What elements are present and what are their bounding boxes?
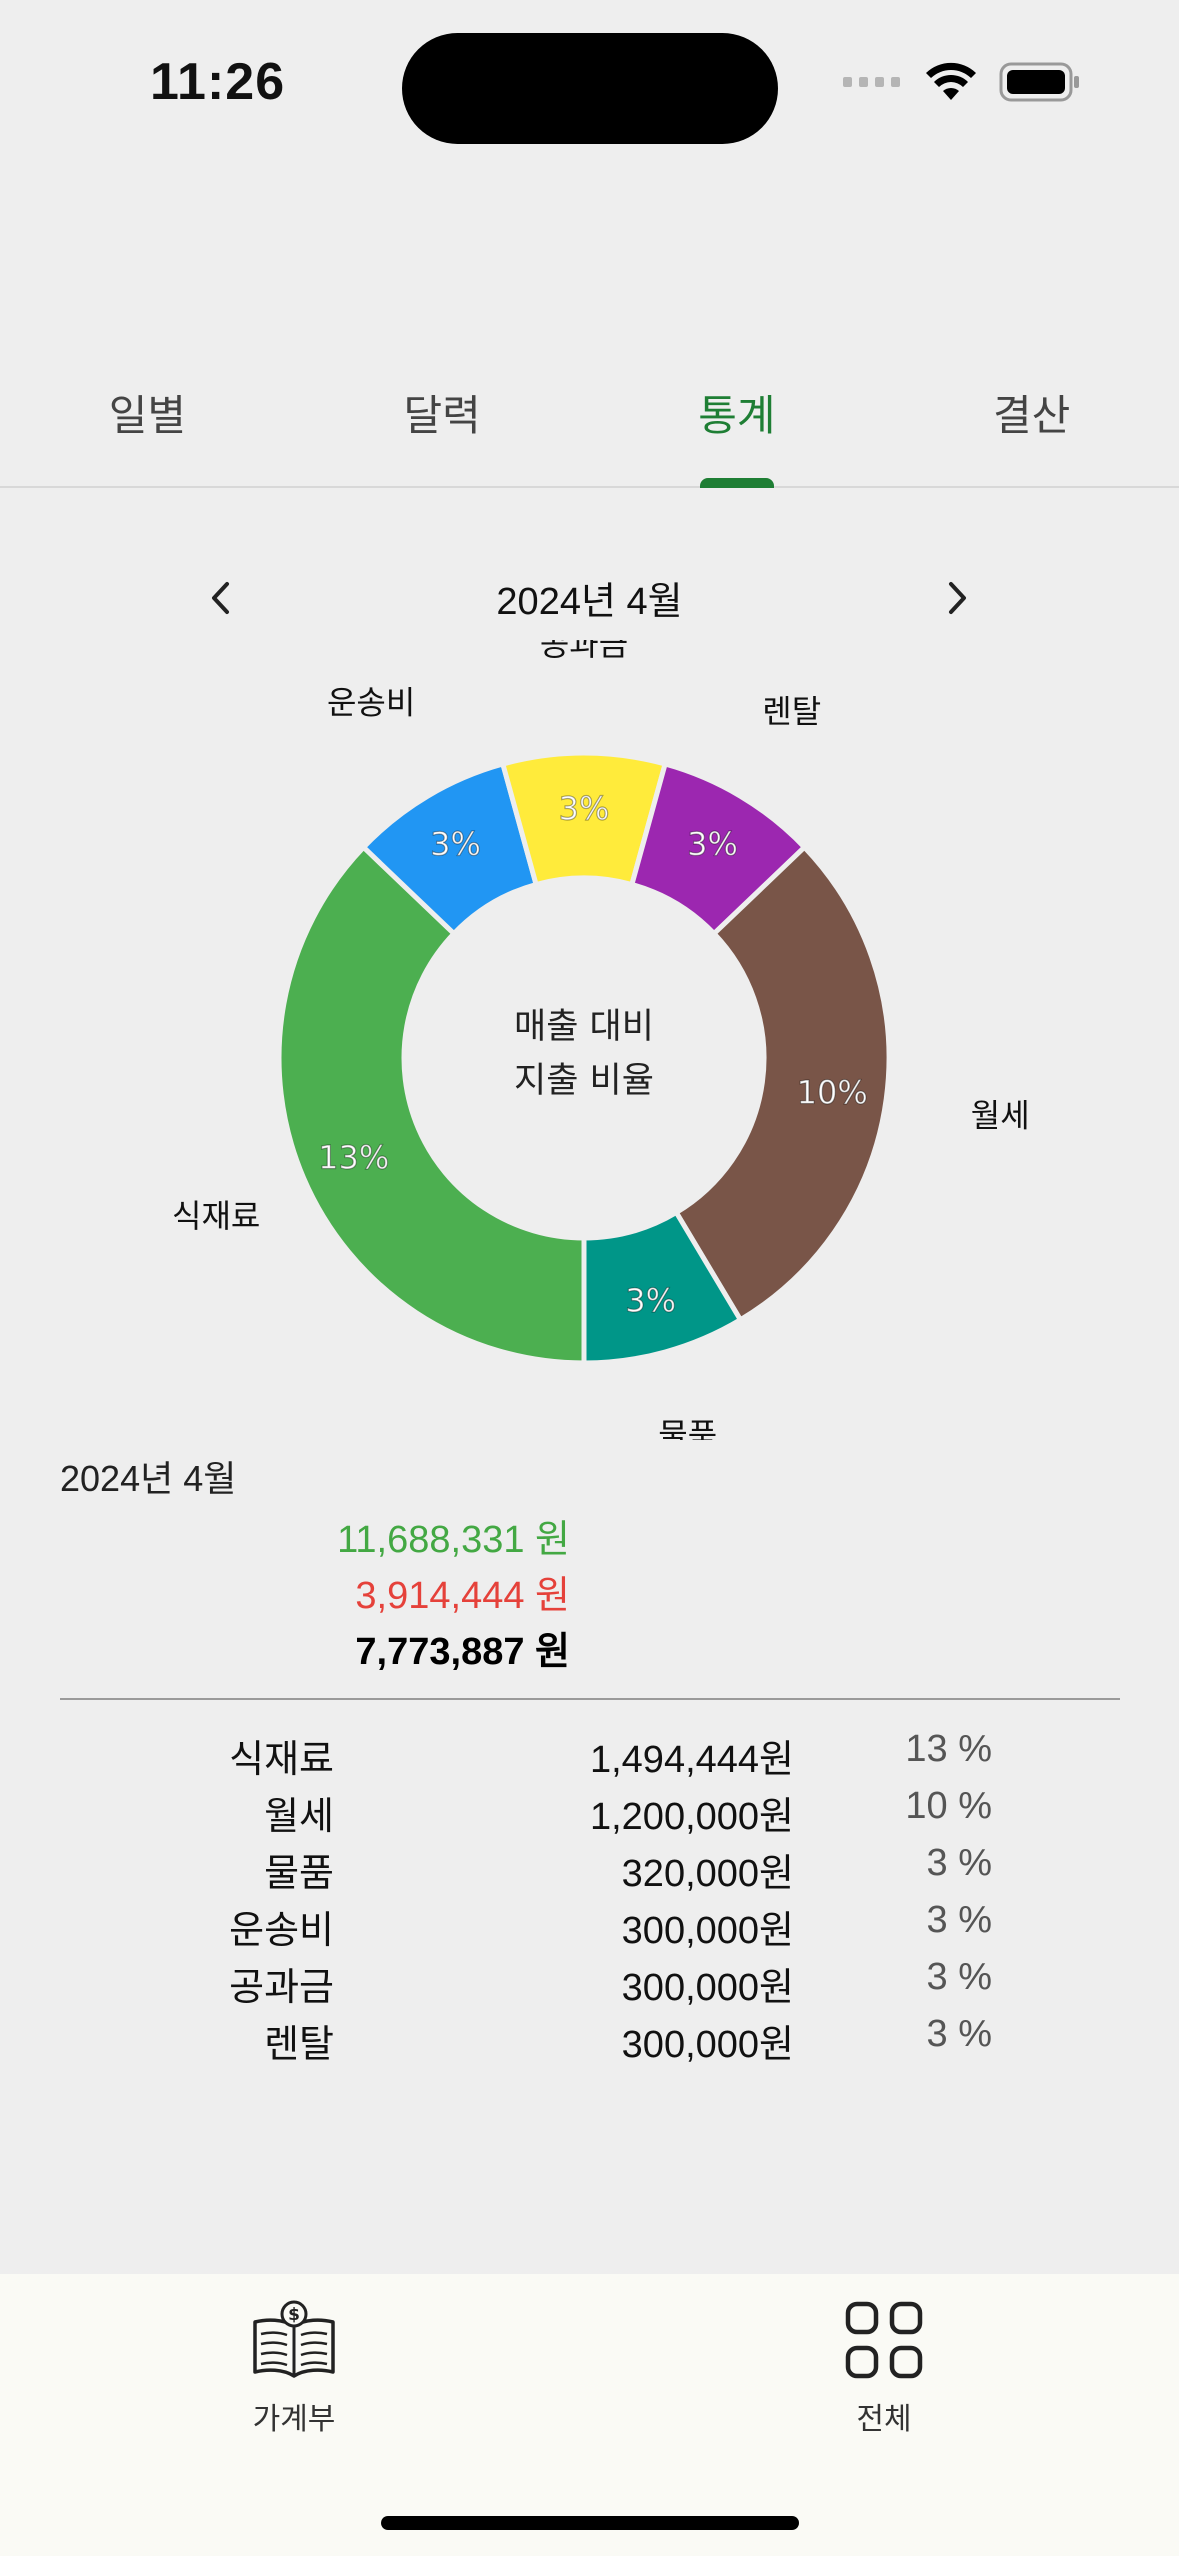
- bottom-nav-all[interactable]: 전체: [784, 2300, 984, 2438]
- wifi-icon: [926, 62, 976, 100]
- list-item: 월세 1,200,000원 10 %: [0, 1779, 1179, 1838]
- status-bar: 11:26: [0, 0, 1179, 170]
- slice-value-label: 3%: [625, 1281, 676, 1319]
- bottom-tab-bar: $ 가계부 전체: [0, 2274, 1179, 2556]
- category-percent: 3 %: [926, 2013, 992, 2055]
- active-tab-indicator: [699, 478, 774, 488]
- bottom-nav-ledger[interactable]: $ 가계부: [194, 2300, 394, 2438]
- expense-total: 3,914,444 원: [355, 1575, 570, 1617]
- category-percent: 10 %: [905, 1785, 992, 1827]
- slice-value-label: 3%: [559, 790, 610, 828]
- list-item: 공과금 300,000원 3 %: [0, 1950, 1179, 2009]
- category-amount: 1,200,000원: [589, 1796, 794, 1838]
- category-amount: 300,000원: [621, 1910, 794, 1952]
- category-name: 렌탈: [264, 2024, 334, 2066]
- category-name: 월세: [264, 1796, 334, 1838]
- slice-category-label: 공과금: [540, 640, 628, 663]
- cellular-signal-icon: [843, 77, 900, 87]
- list-item: 물품 320,000원 3 %: [0, 1836, 1179, 1895]
- bottom-nav-ledger-label: 가계부: [252, 2403, 336, 2436]
- tab-statistics[interactable]: 통계: [590, 340, 885, 488]
- category-amount: 300,000원: [621, 2024, 794, 2066]
- bottom-nav-all-label: 전체: [856, 2403, 912, 2436]
- pie-slice-식재료[interactable]: [276, 843, 587, 1366]
- slice-category-label: 렌탈: [762, 692, 821, 730]
- status-icons: [843, 62, 1081, 102]
- grid-icon: [845, 2301, 923, 2379]
- top-tab-bar: 일별 달력 통계 결산: [0, 340, 1179, 488]
- category-percent: 3 %: [926, 1899, 992, 1941]
- expense-breakdown-list: 식재료 1,494,444원 13 % 월세 1,200,000원 10 % 물…: [0, 1722, 1179, 2066]
- next-month-button[interactable]: [928, 568, 988, 628]
- slice-value-label: 10%: [797, 1074, 868, 1112]
- dynamic-island: [402, 33, 778, 144]
- expense-ratio-chart: 13% 식재료 3% 운송비 3% 공과금 3% 렌탈 10% 월세 3% 물품 매출 대비 지출 비…: [0, 625, 1179, 1454]
- tab-settlement[interactable]: 결산: [992, 391, 1071, 440]
- summary-month: 2024년 4월: [60, 1458, 237, 1499]
- divider: [60, 1698, 1120, 1700]
- slice-value-label: 3%: [430, 825, 481, 863]
- slice-value-label: 3%: [687, 825, 738, 863]
- category-name: 공과금: [229, 1967, 334, 2009]
- chevron-left-icon: [212, 582, 229, 614]
- slice-value-label: 13%: [318, 1138, 389, 1176]
- category-amount: 1,494,444원: [589, 1739, 794, 1781]
- slice-category-label: 식재료: [172, 1197, 260, 1235]
- category-percent: 13 %: [905, 1728, 992, 1770]
- slice-category-label: 물품: [658, 1416, 717, 1440]
- net-total: 7,773,887 원: [355, 1631, 570, 1673]
- center-label-line2: 지출 비율: [514, 1061, 654, 1101]
- prev-month-button[interactable]: [190, 568, 250, 628]
- slice-category-label: 운송비: [327, 684, 415, 722]
- ledger-book-icon: $: [253, 2300, 335, 2378]
- income-total: 11,688,331 원: [337, 1519, 570, 1561]
- slice-category-label: 월세: [971, 1096, 1030, 1134]
- home-indicator: [381, 2516, 799, 2530]
- month-title: 2024년 4월: [496, 581, 683, 623]
- list-item: 식재료 1,494,444원 13 %: [0, 1722, 1179, 1781]
- list-item: 운송비 300,000원 3 %: [0, 1893, 1179, 1952]
- chevron-right-icon: [949, 582, 966, 614]
- tab-daily[interactable]: 일별: [108, 391, 187, 440]
- category-name: 물품: [264, 1853, 334, 1895]
- list-item: 렌탈 300,000원 3 %: [0, 2007, 1179, 2066]
- battery-icon: [999, 62, 1079, 102]
- category-amount: 300,000원: [621, 1967, 794, 2009]
- pie-slice-월세[interactable]: [672, 843, 892, 1324]
- svg-text:$: $: [288, 2305, 300, 2325]
- center-label-line1: 매출 대비: [514, 1007, 654, 1047]
- category-percent: 3 %: [926, 1842, 992, 1884]
- donut-chart: 13% 식재료 3% 운송비 3% 공과금 3% 렌탈 10% 월세 3% 물품 매출 대비 지출 비…: [172, 625, 1030, 1454]
- category-percent: 3 %: [926, 1956, 992, 1998]
- status-time: 11:26: [150, 53, 286, 111]
- month-navigator: 2024년 4월: [0, 560, 1179, 630]
- category-amount: 320,000원: [621, 1853, 794, 1895]
- category-name: 운송비: [229, 1910, 334, 1952]
- pie-slice-물품[interactable]: [581, 1209, 744, 1366]
- monthly-summary: 2024년 4월 11,688,331 원 3,914,444 원 7,773,…: [60, 1450, 1120, 1673]
- tab-calendar[interactable]: 달력: [403, 391, 481, 440]
- category-name: 식재료: [229, 1739, 334, 1781]
